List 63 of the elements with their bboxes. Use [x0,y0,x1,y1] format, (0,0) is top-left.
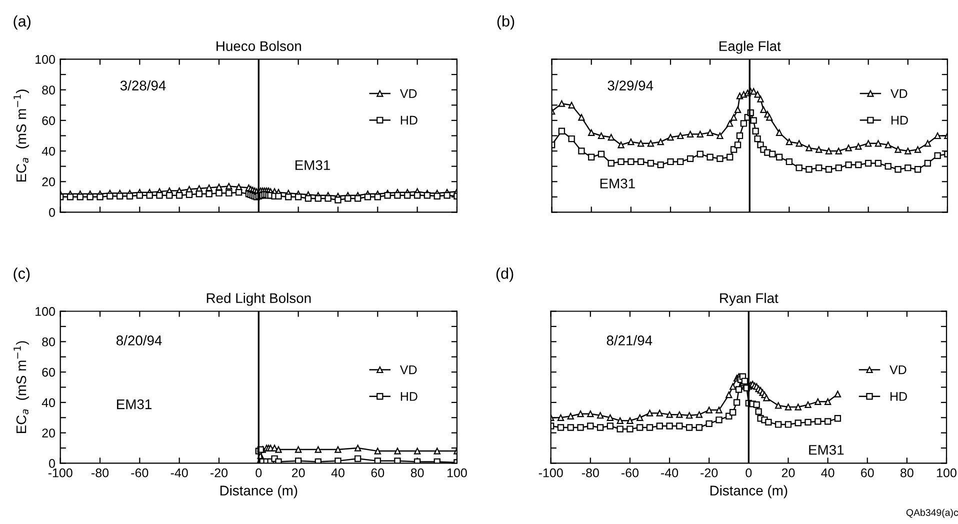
annotation: EM31 [600,178,635,188]
text: (c) [14,268,30,282]
y-tick-label: 0 [49,208,56,217]
x-tick-label: -60 [131,468,148,478]
x-tick-label: -100 [48,468,72,478]
y-tick-label: 40 [42,146,56,156]
y-tick-label: 80 [42,86,56,94]
x-tick-label: 100 [447,468,467,478]
y-tick-label: 0 [49,459,56,468]
text: QAb349(a)c [906,508,958,518]
x-tick-label: 20 [292,468,305,478]
legend-label: HD [400,392,418,401]
chart-title: Ryan Flat [720,292,778,306]
x-tick-label: 40 [821,468,834,478]
x-tick-label: 40 [331,468,344,478]
y-tick-label: 100 [36,55,56,64]
text: (b) [497,15,514,30]
chart-title: Eagle Flat [720,40,781,54]
x-tick-label: 20 [782,468,795,478]
x-tick-label: 60 [861,468,874,478]
x-tick-label: -80 [92,468,109,478]
x-axis-title: Distance (m) [220,485,298,498]
x-tick-label: -20 [700,468,718,478]
y-tick-label: 20 [42,428,56,438]
x-tick-label: -40 [170,468,188,478]
x-tick-label: -40 [661,468,678,478]
y-axis-title: EC$_{a}$ (mS m$^{−1}$) [14,90,29,182]
x-tick-label: -100 [538,468,563,478]
x-axis-title: Distance (m) [710,485,788,498]
annotation: EM31 [809,444,844,455]
legend-label: HD [890,392,907,401]
y-tick-label: 100 [36,307,56,316]
legend-label: HD [400,116,418,125]
legend-label: HD [891,116,908,125]
legend-label: VD [400,366,417,374]
x-tick-label: 0 [746,468,752,478]
x-tick-label: 60 [371,468,384,478]
text: (a) [14,15,30,30]
x-tick-label: -80 [582,468,599,478]
annotation: EM31 [117,399,152,410]
y-tick-label: 60 [42,368,56,377]
x-tick-label: -60 [622,468,639,478]
x-tick-label: 0 [256,468,262,478]
legend-label: VD [890,366,906,374]
y-tick-label: 20 [42,177,56,186]
annotation: 3/28/94 [120,80,166,90]
annotation: EM31 [295,160,330,170]
text: (d) [496,268,514,282]
annotation: 3/29/94 [608,80,654,90]
legend-label: VD [400,89,417,98]
chart-title: Hueco Bolson [216,40,301,52]
legend-label: VD [890,89,908,98]
x-tick-label: 80 [410,468,424,478]
x-tick-label: 80 [900,468,914,478]
y-tick-label: 40 [42,398,56,408]
chart-title: Red Light Bolson [206,292,311,306]
y-tick-label: 80 [42,337,56,346]
y-axis-title: EC$_{a}$ (mS m$^{−1}$) [14,341,29,434]
x-tick-label: 100 [937,468,956,478]
x-tick-label: -20 [210,468,228,478]
y-tick-label: 60 [42,116,56,126]
annotation: 8/21/94 [606,335,652,346]
annotation: 8/20/94 [116,335,162,346]
